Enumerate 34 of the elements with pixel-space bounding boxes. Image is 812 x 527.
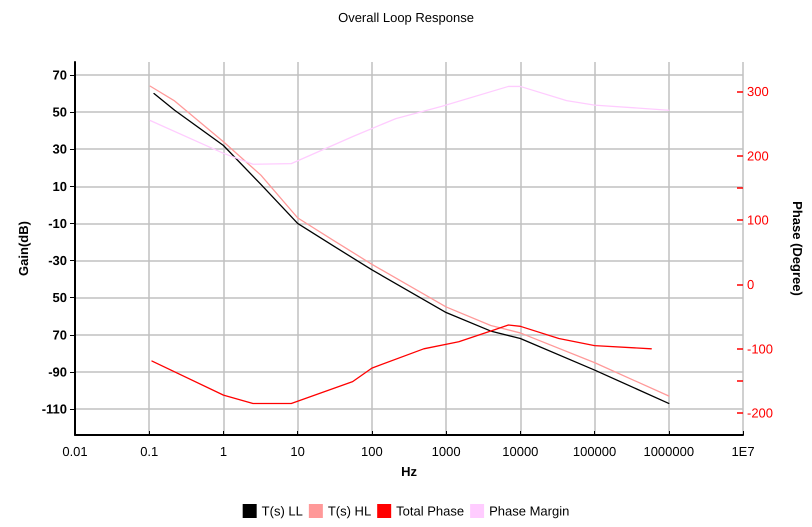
y-tick-label: 50	[52, 290, 67, 306]
x-tick-label: 1000000	[643, 444, 694, 459]
y2-tick-label: 100	[747, 212, 769, 228]
legend-label: T(s) LL	[262, 504, 303, 518]
x-tick-label: 0.1	[140, 444, 158, 459]
y-tick-label: 10	[52, 178, 67, 194]
y2-tick-label: -100	[747, 341, 774, 356]
x-tick-label: 1E7	[731, 444, 755, 459]
y-axis-title: Gain(dB)	[16, 221, 31, 276]
legend-label: T(s) HL	[328, 504, 372, 518]
x-tick-label: 1	[220, 444, 228, 459]
x-axis-title: Hz	[401, 464, 418, 479]
y2-tick-label: 0	[747, 277, 754, 292]
y-tick-label: 50	[52, 104, 67, 120]
legend-label: Phase Margin	[489, 504, 570, 518]
x-tick-label: 100	[361, 444, 383, 459]
x-tick-label: 10	[290, 444, 305, 459]
y2-axis-title: Phase (Degree)	[790, 201, 805, 296]
y2-tick-label: -200	[747, 406, 774, 421]
y-tick-label: -90	[48, 364, 67, 380]
y2-tick-label: 200	[747, 148, 769, 164]
y-tick-label: -10	[48, 216, 67, 231]
x-tick-label: 0.01	[62, 444, 88, 459]
y2-tick-label: 300	[747, 84, 769, 100]
y-tick-label: -30	[48, 253, 67, 268]
y-tick-label: -110	[42, 402, 67, 417]
y-tick-label: 70	[52, 327, 67, 342]
x-tick-label: 10000	[502, 444, 538, 459]
y-tick-label: 30	[52, 142, 67, 157]
chart-title: Overall Loop Response	[338, 10, 474, 25]
legend-label: Total Phase	[396, 504, 464, 518]
x-tick-label: 100000	[572, 444, 616, 459]
x-tick-label: 1000	[432, 444, 461, 459]
y-tick-label: 70	[52, 67, 67, 82]
